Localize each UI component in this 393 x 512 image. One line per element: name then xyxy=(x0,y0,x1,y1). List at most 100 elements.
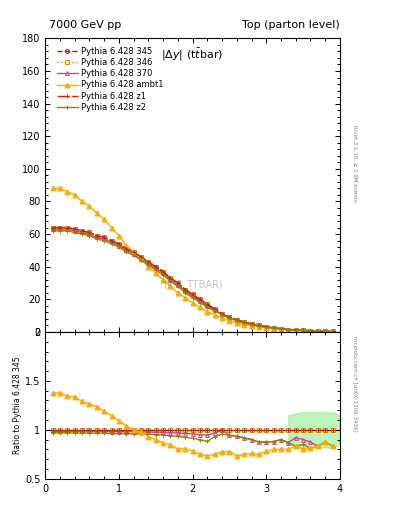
Pythia 6.428 370 xyxy=(139,255,143,262)
Pythia 6.428 z1 xyxy=(50,224,55,230)
Pythia 6.428 345 xyxy=(139,254,143,260)
Pythia 6.428 345 xyxy=(153,264,158,270)
Pythia 6.428 346 xyxy=(242,319,246,325)
Pythia 6.428 z2 xyxy=(58,228,62,234)
Pythia 6.428 346 xyxy=(190,291,195,297)
Pythia 6.428 345 xyxy=(116,241,121,247)
Pythia 6.428 346 xyxy=(161,268,165,274)
Pythia 6.428 z1 xyxy=(316,328,320,334)
Pythia 6.428 z1 xyxy=(279,326,283,332)
Pythia 6.428 370 xyxy=(279,326,283,332)
Pythia 6.428 ambt1 xyxy=(124,243,129,249)
Pythia 6.428 345 xyxy=(212,306,217,312)
Line: Pythia 6.428 370: Pythia 6.428 370 xyxy=(51,227,334,333)
Pythia 6.428 ambt1 xyxy=(257,324,261,330)
Y-axis label: Ratio to Pythia 6.428 345: Ratio to Pythia 6.428 345 xyxy=(13,356,22,454)
Pythia 6.428 ambt1 xyxy=(58,185,62,191)
Pythia 6.428 ambt1 xyxy=(249,323,254,329)
Pythia 6.428 ambt1 xyxy=(205,309,210,315)
Pythia 6.428 370 xyxy=(308,328,313,334)
Pythia 6.428 346 xyxy=(131,249,136,255)
Pythia 6.428 345 xyxy=(323,328,328,334)
Pythia 6.428 346 xyxy=(80,228,84,234)
Pythia 6.428 z1 xyxy=(183,287,187,293)
Pythia 6.428 345 xyxy=(293,327,298,333)
Pythia 6.428 346 xyxy=(286,327,291,333)
Pythia 6.428 370 xyxy=(50,226,55,232)
Pythia 6.428 z1 xyxy=(234,316,239,323)
Pythia 6.428 370 xyxy=(293,327,298,333)
Pythia 6.428 345 xyxy=(146,259,151,265)
Pythia 6.428 346 xyxy=(271,325,276,331)
Pythia 6.428 z1 xyxy=(286,327,291,333)
Line: Pythia 6.428 346: Pythia 6.428 346 xyxy=(51,226,334,333)
Pythia 6.428 z1 xyxy=(257,323,261,329)
Pythia 6.428 370 xyxy=(205,303,210,309)
Pythia 6.428 370 xyxy=(131,250,136,257)
Pythia 6.428 z2 xyxy=(205,305,210,311)
Pythia 6.428 z2 xyxy=(257,323,261,329)
Text: Rivet 3.1.10, ≥ 2.9M events: Rivet 3.1.10, ≥ 2.9M events xyxy=(352,125,357,202)
Pythia 6.428 346 xyxy=(72,226,77,232)
Pythia 6.428 ambt1 xyxy=(80,199,84,205)
Pythia 6.428 z1 xyxy=(102,234,107,241)
Pythia 6.428 ambt1 xyxy=(286,327,291,333)
Pythia 6.428 370 xyxy=(65,226,70,232)
Pythia 6.428 346 xyxy=(279,326,283,332)
Pythia 6.428 z1 xyxy=(308,328,313,334)
Pythia 6.428 z1 xyxy=(271,325,276,331)
Pythia 6.428 346 xyxy=(212,306,217,312)
Pythia 6.428 345 xyxy=(94,232,99,239)
Pythia 6.428 346 xyxy=(301,327,305,333)
Pythia 6.428 345 xyxy=(205,301,210,307)
Pythia 6.428 z1 xyxy=(116,241,121,247)
Pythia 6.428 370 xyxy=(198,298,202,304)
Pythia 6.428 ambt1 xyxy=(131,249,136,255)
Pythia 6.428 z1 xyxy=(146,259,151,265)
Pythia 6.428 z2 xyxy=(308,328,313,334)
Pythia 6.428 z2 xyxy=(183,290,187,296)
Pythia 6.428 345 xyxy=(286,327,291,333)
Pythia 6.428 346 xyxy=(293,327,298,333)
Pythia 6.428 345 xyxy=(161,268,165,274)
Pythia 6.428 z2 xyxy=(279,326,283,332)
Pythia 6.428 z2 xyxy=(264,324,269,330)
Pythia 6.428 346 xyxy=(65,224,70,230)
Pythia 6.428 z1 xyxy=(168,275,173,281)
Pythia 6.428 346 xyxy=(183,287,187,293)
Pythia 6.428 346 xyxy=(330,328,335,334)
Text: Top (parton level): Top (parton level) xyxy=(242,20,340,30)
Pythia 6.428 345 xyxy=(190,291,195,297)
Pythia 6.428 370 xyxy=(102,236,107,242)
Pythia 6.428 345 xyxy=(87,229,92,236)
Pythia 6.428 370 xyxy=(257,323,261,329)
Pythia 6.428 z2 xyxy=(249,322,254,328)
Pythia 6.428 345 xyxy=(65,224,70,230)
Pythia 6.428 z2 xyxy=(330,329,335,335)
Pythia 6.428 370 xyxy=(234,317,239,324)
Pythia 6.428 346 xyxy=(58,224,62,230)
Pythia 6.428 ambt1 xyxy=(330,329,335,335)
Pythia 6.428 z2 xyxy=(242,320,246,326)
Pythia 6.428 z2 xyxy=(286,327,291,333)
Pythia 6.428 z2 xyxy=(198,300,202,306)
Pythia 6.428 ambt1 xyxy=(242,322,246,328)
Line: Pythia 6.428 ambt1: Pythia 6.428 ambt1 xyxy=(50,186,335,334)
Pythia 6.428 345 xyxy=(234,316,239,323)
Pythia 6.428 z1 xyxy=(153,264,158,270)
Pythia 6.428 ambt1 xyxy=(271,326,276,332)
Pythia 6.428 370 xyxy=(168,276,173,283)
Pythia 6.428 z2 xyxy=(72,229,77,236)
Pythia 6.428 345 xyxy=(72,226,77,232)
Pythia 6.428 z1 xyxy=(198,296,202,303)
Pythia 6.428 z2 xyxy=(80,231,84,237)
Pythia 6.428 345 xyxy=(257,323,261,329)
Pythia 6.428 345 xyxy=(176,280,180,286)
Pythia 6.428 z1 xyxy=(227,314,232,321)
Pythia 6.428 345 xyxy=(316,328,320,334)
Pythia 6.428 z2 xyxy=(212,308,217,314)
Pythia 6.428 z2 xyxy=(190,294,195,301)
Pythia 6.428 z2 xyxy=(131,252,136,259)
Pythia 6.428 ambt1 xyxy=(153,270,158,276)
Pythia 6.428 ambt1 xyxy=(301,328,305,334)
